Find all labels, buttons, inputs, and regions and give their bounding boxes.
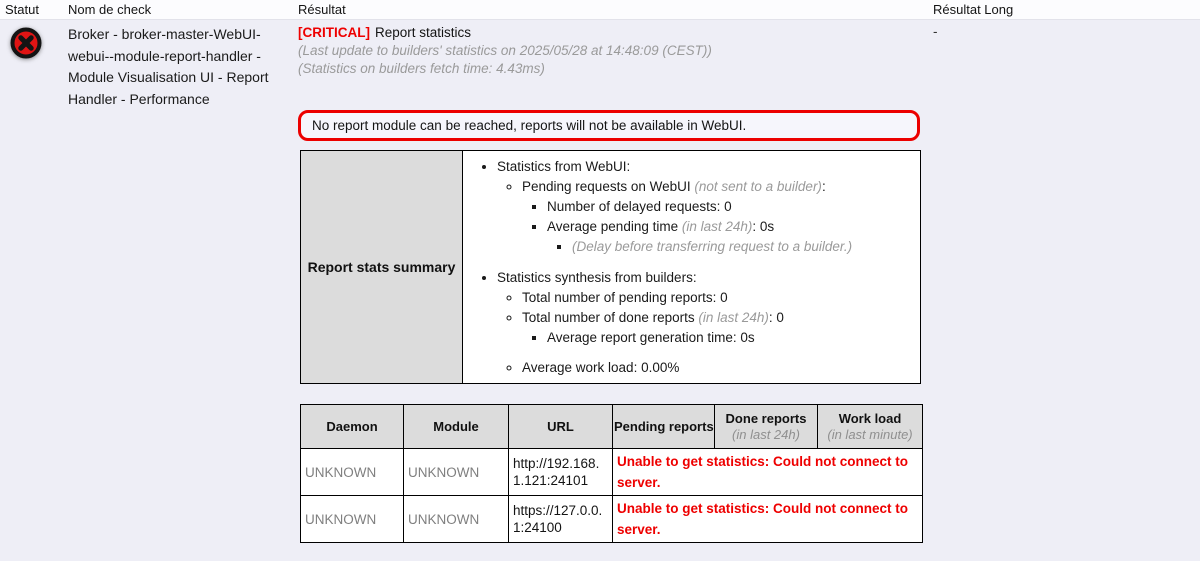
column-header-resultat-long: Résultat Long — [933, 2, 1014, 17]
severity-badge: [CRITICAL] — [298, 25, 370, 40]
summary-item-webui: Statistics from WebUI: Pending requests … — [497, 157, 916, 257]
critical-cross-icon — [10, 27, 42, 59]
summary-note: (in last 24h) — [681, 219, 753, 234]
summary-text: Total number of pending reports: 0 — [522, 290, 728, 305]
error-cell: Unable to get statistics: Could not conn… — [612, 495, 923, 543]
error-cell: Unable to get statistics: Could not conn… — [612, 448, 923, 496]
summary-text: Total number of done reports — [522, 310, 699, 325]
summary-item-total-pending-reports: Total number of pending reports: 0 — [522, 288, 916, 308]
results-header-row: Statut Nom de check Résultat Résultat Lo… — [0, 0, 1200, 20]
summary-note: (not sent to a builder) — [694, 179, 822, 194]
alert-banner: No report module can be reached, reports… — [298, 110, 920, 141]
summary-suffix: : 0s — [752, 219, 775, 234]
summary-item-pending-requests: Pending requests on WebUI (not sent to a… — [522, 177, 916, 257]
summary-body: Statistics from WebUI: Pending requests … — [463, 151, 920, 383]
report-stats-summary-table: Report stats summary Statistics from Web… — [300, 150, 921, 384]
summary-text: Statistics synthesis from builders: — [497, 270, 697, 285]
summary-suffix: : — [821, 179, 826, 194]
column-header-nom-de-check: Nom de check — [68, 2, 152, 17]
summary-text: Average report generation time: 0s — [547, 330, 755, 345]
summary-item-avg-work-load: Average work load: 0.00% — [522, 358, 916, 378]
summary-item-total-done-reports: Total number of done reports (in last 24… — [522, 308, 916, 348]
column-header-statut: Statut — [5, 2, 39, 17]
summary-item-avg-generation-time: Average report generation time: 0s — [547, 328, 916, 348]
daemon-cell: UNKNOWN — [300, 448, 404, 496]
summary-suffix: : 0 — [768, 310, 784, 325]
result-block: [CRITICAL] Report statistics (Last update… — [298, 24, 922, 77]
daemon-cell: UNKNOWN — [300, 495, 404, 543]
col-header-daemon: Daemon — [300, 404, 404, 449]
col-header-url: URL — [508, 404, 613, 449]
result-fetch-note: (Statistics on builders fetch time: 4.43… — [298, 60, 545, 76]
result-update-note: (Last update to builders' statistics on … — [298, 43, 712, 58]
module-cell: UNKNOWN — [403, 495, 509, 543]
summary-item-builders-synthesis: Statistics synthesis from builders: Tota… — [497, 268, 916, 378]
summary-text: Number of delayed requests: 0 — [547, 199, 732, 214]
daemon-row-2: UNKNOWN UNKNOWN https://127.0.0.1:24100 … — [300, 495, 923, 543]
daemon-statistics-table: Daemon Module URL Pending reports Done r… — [300, 404, 923, 543]
daemon-row-1: UNKNOWN UNKNOWN http://192.168.1.121:241… — [300, 448, 923, 496]
summary-item-avg-pending-time: Average pending time (in last 24h): 0s (… — [547, 217, 916, 257]
col-header-pending-reports: Pending reports — [612, 404, 715, 449]
summary-text: Statistics from WebUI: — [497, 159, 631, 174]
summary-text: Pending requests on WebUI — [522, 179, 695, 194]
summary-note: (in last 24h) — [698, 310, 769, 325]
summary-label: Report stats summary — [301, 151, 463, 383]
summary-note: (Delay before transferring request to a … — [572, 239, 853, 254]
column-header-resultat: Résultat — [298, 2, 346, 17]
alert-text: No report module can be reached, reports… — [312, 118, 747, 133]
url-cell: http://192.168.1.121:24101 — [508, 448, 613, 496]
summary-item-delay-note: (Delay before transferring request to a … — [572, 237, 916, 257]
summary-text: Average pending time — [547, 219, 682, 234]
result-headline: [CRITICAL] Report statistics — [298, 24, 922, 41]
col-header-module: Module — [403, 404, 509, 449]
result-title: Report statistics — [374, 25, 472, 40]
url-cell: https://127.0.0.1:24100 — [508, 495, 613, 543]
module-cell: UNKNOWN — [403, 448, 509, 496]
critical-status-icon — [9, 26, 43, 60]
col-header-done-reports: Done reports (in last 24h) — [714, 404, 818, 449]
col-header-work-load: Work load (in last minute) — [817, 404, 923, 449]
summary-item-delayed-requests: Number of delayed requests: 0 — [547, 197, 916, 217]
check-name: Broker - broker-master-WebUI-webui--modu… — [68, 26, 269, 107]
summary-text: Average work load: 0.00% — [522, 360, 680, 375]
daemon-table-header-row: Daemon Module URL Pending reports Done r… — [300, 404, 923, 449]
long-output-value: - — [933, 24, 938, 39]
